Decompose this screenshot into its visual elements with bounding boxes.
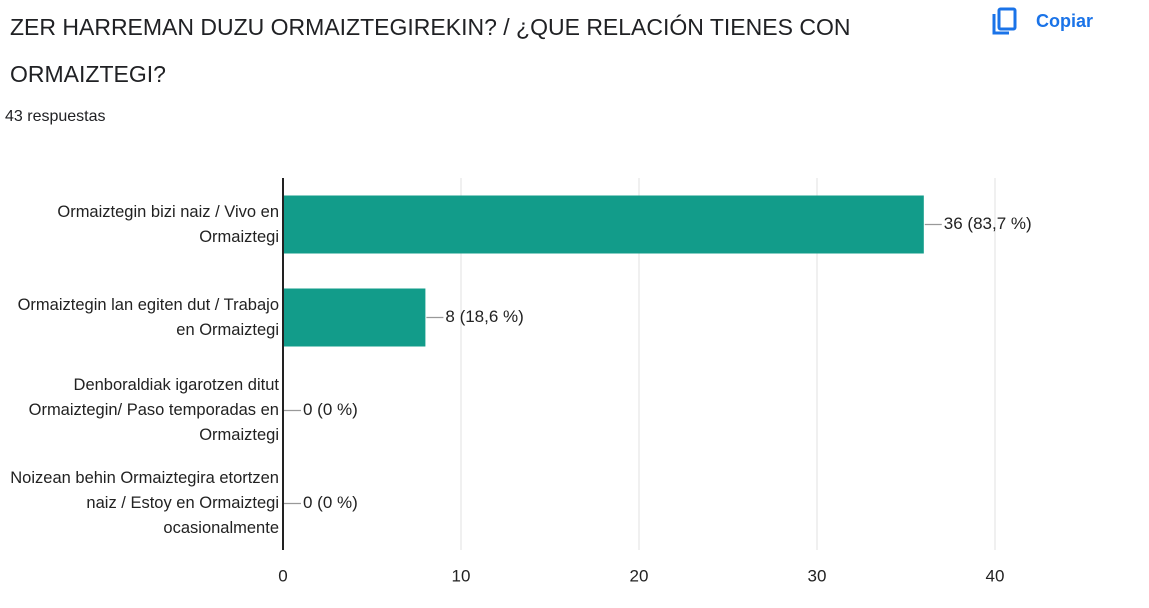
- x-tick-label: 0: [278, 566, 287, 585]
- value-label: 0 (0 %): [303, 493, 358, 512]
- value-label: 0 (0 %): [303, 400, 358, 419]
- x-tick-label: 10: [452, 566, 471, 585]
- bar: [283, 195, 924, 254]
- y-tick-label-box: Ormaiztegin bizi naiz / Vivo en Ormaizte…: [57, 202, 279, 246]
- y-tick-label-box: Noizean behin Ormaiztegira etortzen naiz…: [10, 469, 279, 537]
- subtitle: 43 respuestas: [5, 108, 106, 125]
- y-tick-label: Noizean behin Ormaiztegira etortzen naiz…: [10, 469, 279, 537]
- x-tick-label: 30: [808, 566, 827, 585]
- value-label: 36 (83,7 %): [944, 214, 1032, 233]
- copy-label: Copiar: [1036, 10, 1094, 31]
- x-tick-label: 40: [986, 566, 1005, 585]
- value-label: 8 (18,6 %): [445, 307, 523, 326]
- y-tick-label: Ormaiztegin lan egiten dut / Trabajo en …: [17, 295, 279, 339]
- copy-button[interactable]: Copiar: [990, 6, 1093, 36]
- chart-title: ZER HARREMAN DUZU ORMAIZTEGIREKIN? / ¿QU…: [10, 14, 851, 87]
- copy-icon: [992, 7, 1017, 35]
- y-tick-label: Denboraldiak igarotzen ditut Ormaiztegin…: [28, 376, 279, 444]
- x-tick-label: 20: [630, 566, 649, 585]
- y-tick-label: Ormaiztegin bizi naiz / Vivo en Ormaizte…: [57, 202, 279, 246]
- y-tick-label-box: Denboraldiak igarotzen ditut Ormaiztegin…: [28, 376, 279, 444]
- y-tick-label-box: Ormaiztegin lan egiten dut / Trabajo en …: [17, 295, 279, 339]
- bar: [283, 288, 426, 347]
